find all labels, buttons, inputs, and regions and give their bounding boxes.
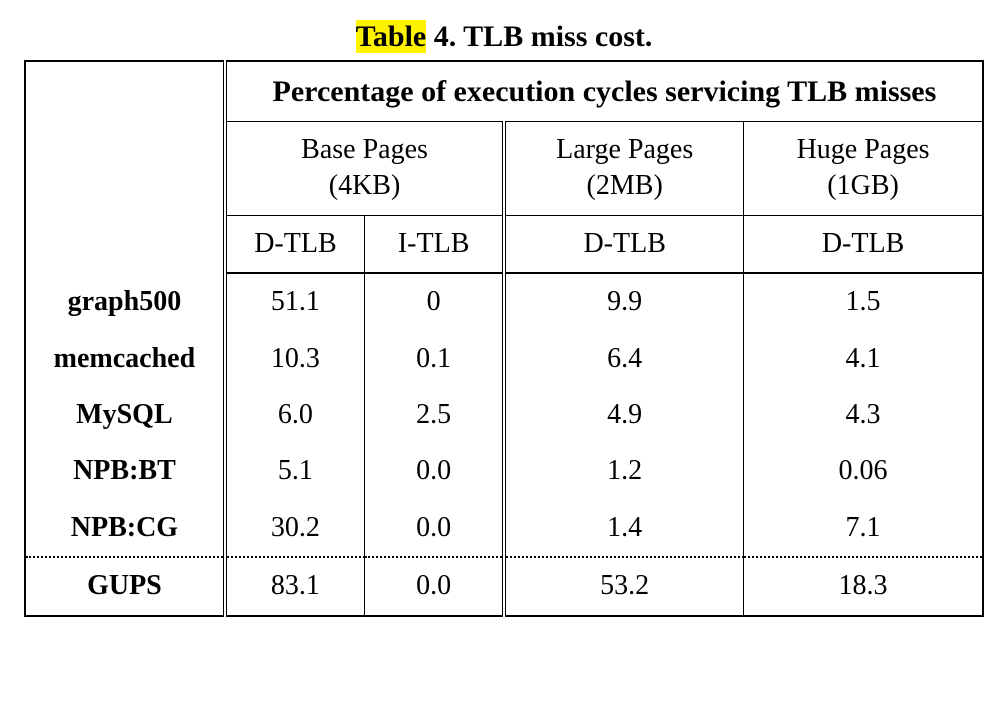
cell: 0.1 (365, 331, 505, 387)
header-huge-dtlb: D-TLB (744, 215, 983, 273)
header-large-line2: (2MB) (587, 170, 663, 201)
cell: 2.5 (365, 387, 505, 443)
row-label: memcached (25, 331, 225, 387)
row-label: NPB:CG (25, 500, 225, 557)
table-row: NPB:CG 30.2 0.0 1.4 7.1 (25, 500, 983, 557)
cell: 1.2 (504, 443, 743, 499)
header-large-line1: Large Pages (556, 134, 693, 165)
header-base-pages: Base Pages (4KB) (225, 122, 504, 216)
cell: 51.1 (225, 273, 365, 330)
header-base-itlb: I-TLB (365, 215, 505, 273)
cell: 4.3 (744, 387, 983, 443)
header-huge-line1: Huge Pages (797, 134, 930, 165)
row-label: MySQL (25, 387, 225, 443)
header-span: Percentage of execution cycles servicing… (225, 61, 983, 122)
cell: 5.1 (225, 443, 365, 499)
header-base-dtlb: D-TLB (225, 215, 365, 273)
cell: 6.0 (225, 387, 365, 443)
cell: 6.4 (504, 331, 743, 387)
header-base-line2: (4KB) (329, 170, 401, 201)
header-huge-line2: (1GB) (827, 170, 899, 201)
table-header-row: Percentage of execution cycles servicing… (25, 61, 983, 122)
cell: 10.3 (225, 331, 365, 387)
header-huge-pages: Huge Pages (1GB) (744, 122, 983, 216)
cell: 4.9 (504, 387, 743, 443)
cell: 0.0 (365, 443, 505, 499)
cell: 9.9 (504, 273, 743, 330)
row-label: GUPS (25, 557, 225, 615)
cell: 83.1 (225, 557, 365, 615)
cell: 4.1 (744, 331, 983, 387)
table-caption: Table 4. TLB miss cost. (24, 20, 984, 54)
table-row: memcached 10.3 0.1 6.4 4.1 (25, 331, 983, 387)
row-label: graph500 (25, 273, 225, 330)
cell: 7.1 (744, 500, 983, 557)
row-label: NPB:BT (25, 443, 225, 499)
cell: 18.3 (744, 557, 983, 615)
header-large-dtlb: D-TLB (504, 215, 743, 273)
cell: 0 (365, 273, 505, 330)
cell: 53.2 (504, 557, 743, 615)
table-row: MySQL 6.0 2.5 4.9 4.3 (25, 387, 983, 443)
table-row: NPB:BT 5.1 0.0 1.2 0.06 (25, 443, 983, 499)
header-blank (25, 61, 225, 273)
table-row: GUPS 83.1 0.0 53.2 18.3 (25, 557, 983, 615)
cell: 0.0 (365, 500, 505, 557)
cell: 1.4 (504, 500, 743, 557)
caption-rest: 4. TLB miss cost. (426, 20, 652, 53)
cell: 1.5 (744, 273, 983, 330)
cell: 0.0 (365, 557, 505, 615)
table-row: graph500 51.1 0 9.9 1.5 (25, 273, 983, 330)
tlb-miss-table: Percentage of execution cycles servicing… (24, 60, 984, 617)
header-large-pages: Large Pages (2MB) (504, 122, 743, 216)
cell: 30.2 (225, 500, 365, 557)
caption-highlight: Table (356, 20, 427, 53)
header-base-line1: Base Pages (301, 134, 428, 165)
cell: 0.06 (744, 443, 983, 499)
